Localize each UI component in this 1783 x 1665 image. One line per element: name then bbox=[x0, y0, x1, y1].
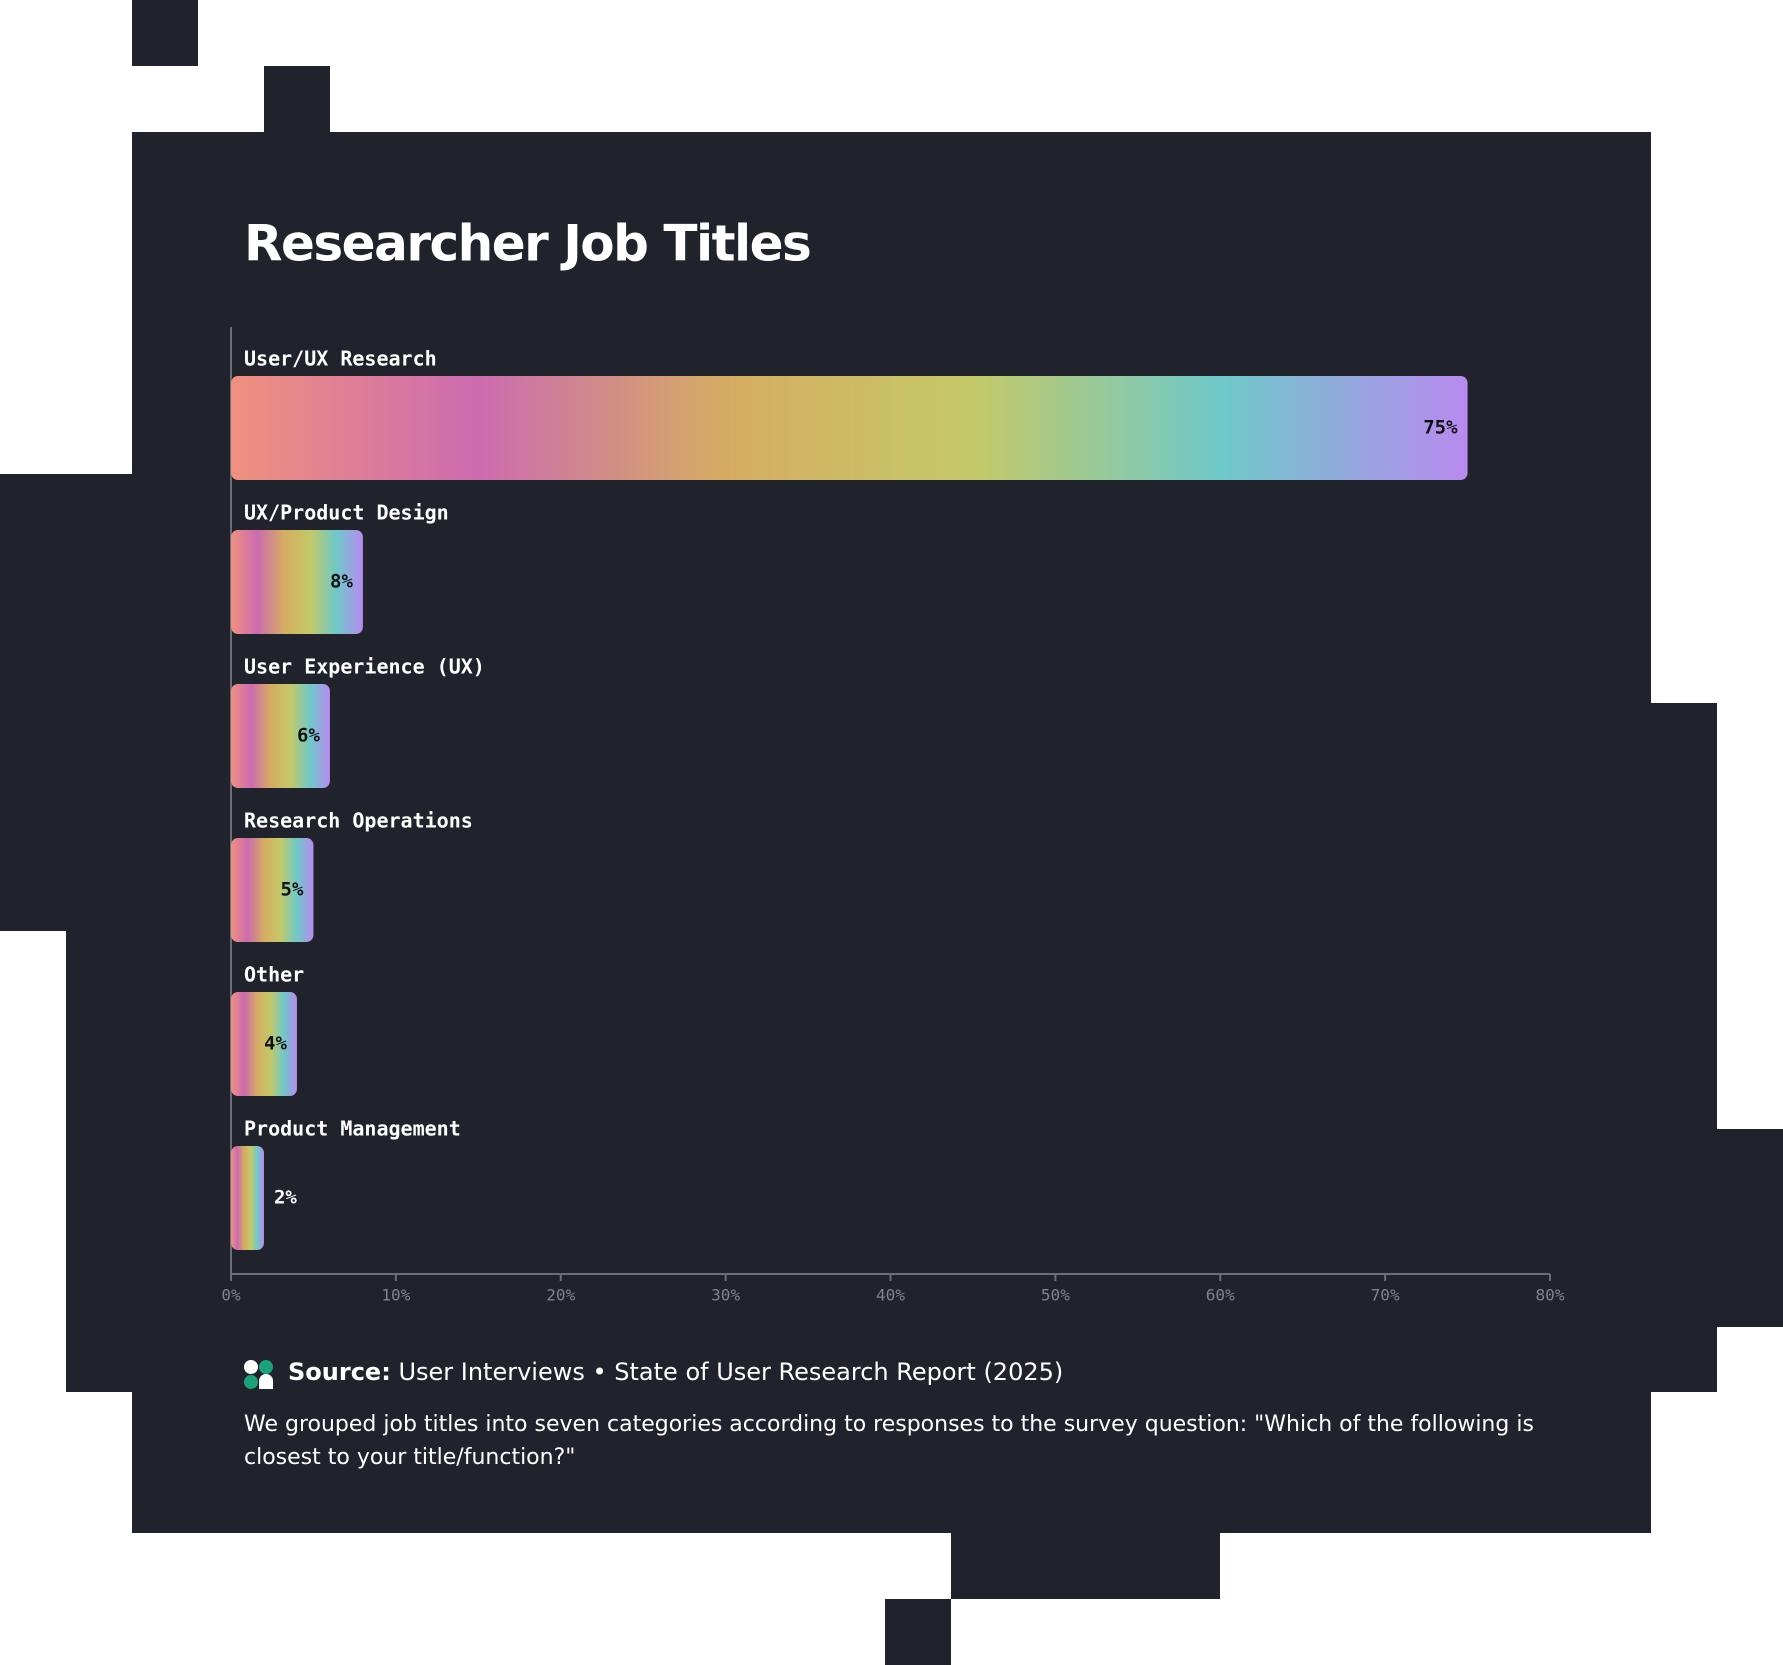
source: Source: User Interviews • State of User … bbox=[288, 1358, 1063, 1386]
category-label: User/UX Research bbox=[244, 347, 437, 371]
source-text: User Interviews • State of User Research… bbox=[398, 1358, 1064, 1386]
bar bbox=[231, 530, 363, 634]
bar bbox=[231, 684, 330, 788]
category-label: Research Operations bbox=[244, 809, 473, 833]
x-tick-label: 60% bbox=[1206, 1286, 1235, 1305]
value-label: 2% bbox=[274, 1187, 297, 1209]
x-tick-label: 10% bbox=[381, 1286, 410, 1305]
chart-title: Researcher Job Titles bbox=[244, 215, 810, 273]
value-label: 75% bbox=[1423, 417, 1458, 439]
source-label: Source: bbox=[288, 1358, 391, 1386]
category-label: User Experience (UX) bbox=[244, 655, 485, 679]
category-label: Other bbox=[244, 963, 304, 987]
bar bbox=[231, 376, 1468, 480]
note: We grouped job titles into seven categor… bbox=[244, 1412, 1534, 1470]
x-tick-label: 50% bbox=[1041, 1286, 1070, 1305]
bar bbox=[231, 1146, 264, 1250]
x-tick-label: 20% bbox=[546, 1286, 575, 1305]
x-tick-label: 40% bbox=[876, 1286, 905, 1305]
bar bbox=[231, 992, 297, 1096]
bar bbox=[231, 838, 314, 942]
value-label: 6% bbox=[297, 725, 320, 747]
value-label: 4% bbox=[264, 1033, 287, 1055]
x-tick-label: 30% bbox=[711, 1286, 740, 1305]
value-label: 5% bbox=[281, 879, 304, 901]
category-label: Product Management bbox=[244, 1117, 461, 1141]
source-icon bbox=[244, 1360, 273, 1389]
x-tick-label: 0% bbox=[221, 1286, 241, 1305]
value-label: 8% bbox=[330, 571, 353, 593]
x-tick-label: 70% bbox=[1371, 1286, 1400, 1305]
category-label: UX/Product Design bbox=[244, 501, 449, 525]
x-tick-label: 80% bbox=[1536, 1286, 1565, 1305]
